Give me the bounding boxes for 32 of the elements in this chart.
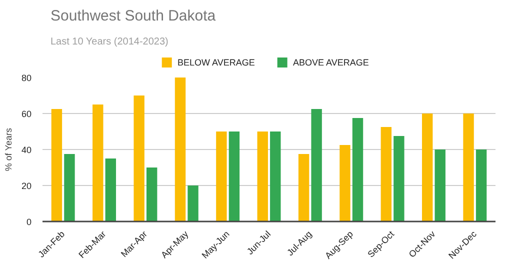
- bar: [228, 132, 240, 222]
- bar: [311, 109, 322, 222]
- bar: [270, 132, 281, 222]
- y-tick-label: 0: [26, 217, 32, 227]
- bar: [188, 186, 198, 222]
- y-tick-label: 40: [21, 145, 32, 155]
- y-axis-title: % of Years: [3, 128, 14, 172]
- bar: [476, 150, 487, 222]
- bar: [352, 118, 364, 222]
- bar: [380, 127, 392, 222]
- legend-label: ABOVE AVERAGE: [292, 58, 369, 68]
- bar: [434, 150, 446, 222]
- bar: [146, 168, 158, 222]
- bar: [92, 104, 104, 222]
- bar: [298, 154, 310, 222]
- legend-label: BELOW AVERAGE: [178, 58, 255, 68]
- y-tick-label: 80: [21, 73, 32, 83]
- bar: [134, 96, 144, 222]
- bar: [257, 132, 268, 222]
- bar: [174, 78, 186, 222]
- bar: [463, 114, 474, 222]
- y-tick-label: 20: [21, 181, 32, 191]
- bar: [105, 158, 116, 222]
- bar: [64, 154, 75, 222]
- chart-subtitle: Last 10 Years (2014-2023): [50, 36, 168, 48]
- bar: [340, 145, 350, 222]
- bar: [422, 114, 433, 222]
- bar: [216, 132, 227, 222]
- bar: [394, 136, 404, 222]
- bar: [51, 109, 62, 222]
- y-tick-label: 60: [21, 109, 32, 119]
- chart-title: Southwest South Dakota: [50, 8, 216, 24]
